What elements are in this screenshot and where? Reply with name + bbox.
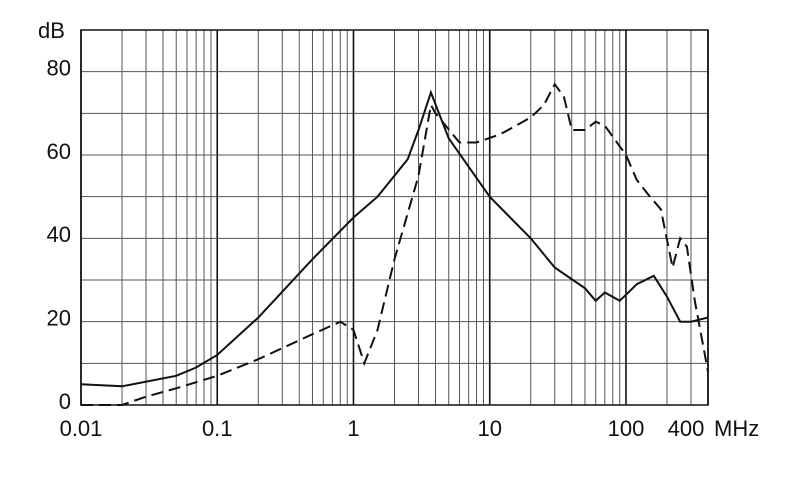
x-tick-label: 100 <box>608 416 645 441</box>
x-tick-label: 0.01 <box>60 416 103 441</box>
x-tick-label: 0.1 <box>202 416 233 441</box>
y-tick-label: 80 <box>47 55 71 80</box>
x-tick-label: 400 <box>668 416 705 441</box>
line-series <box>81 82 709 406</box>
y-tick-label: 60 <box>47 139 71 164</box>
x-tick-label: 10 <box>477 416 501 441</box>
y-tick-label: 20 <box>47 305 71 330</box>
plot-frame <box>80 29 709 406</box>
line-series <box>80 89 709 388</box>
x-tick-label: 1 <box>347 416 359 441</box>
x-axis-label: MHz <box>714 416 759 441</box>
y-tick-label: 0 <box>59 389 71 414</box>
y-axis-label: dB <box>38 18 65 43</box>
y-tick-label: 40 <box>47 222 71 247</box>
